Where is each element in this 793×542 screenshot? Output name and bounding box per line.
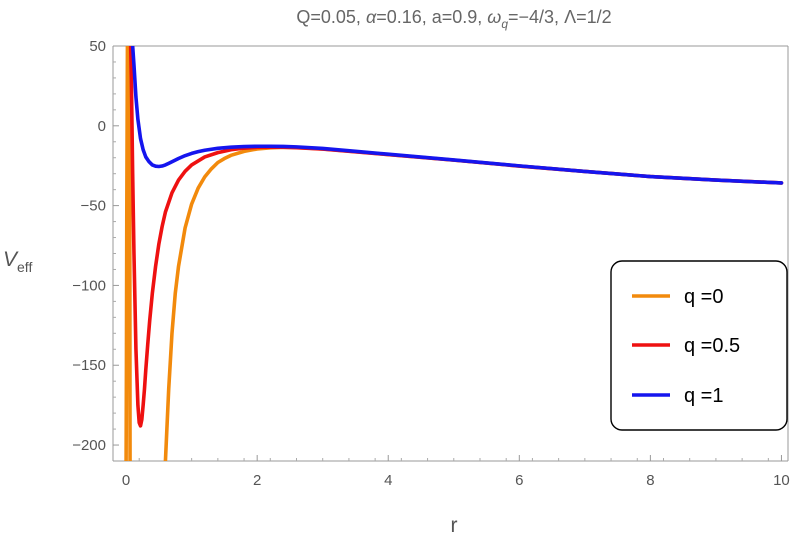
- x-tick-label: 2: [253, 472, 261, 489]
- legend-label-1: q =0: [684, 286, 723, 308]
- series-line-3: [130, 46, 784, 185]
- chart-title: Q=0.05, α=0.16, a=0.9, ωq=−4/3, Λ=1/2: [296, 7, 611, 31]
- y-axis-ticks: 50 0 −50 −100 −150 −200: [72, 38, 119, 454]
- x-tick-label: 4: [384, 472, 392, 489]
- x-axis-ticks: 0 2 4 6 8 10: [122, 455, 790, 489]
- y-tick-label: −200: [72, 437, 106, 454]
- y-axis-label: Veff: [3, 248, 32, 275]
- x-tick-label: 10: [773, 472, 790, 489]
- y-tick-label: 0: [98, 118, 106, 135]
- y-tick-label: −50: [81, 198, 106, 215]
- series-layer: [124, 46, 784, 461]
- x-tick-label: 8: [646, 472, 654, 489]
- x-axis-label: r: [451, 514, 458, 537]
- y-tick-label: −100: [72, 277, 106, 294]
- legend-label-3: q =1: [684, 385, 723, 407]
- legend-label-2: q =0.5: [684, 335, 740, 357]
- legend-box: [610, 260, 788, 431]
- x-tick-label: 0: [122, 472, 130, 489]
- x-tick-label: 6: [515, 472, 523, 489]
- legend: q =0 q =0.5 q =1: [610, 260, 788, 431]
- y-tick-label: 50: [89, 38, 106, 55]
- y-tick-label: −150: [72, 357, 106, 374]
